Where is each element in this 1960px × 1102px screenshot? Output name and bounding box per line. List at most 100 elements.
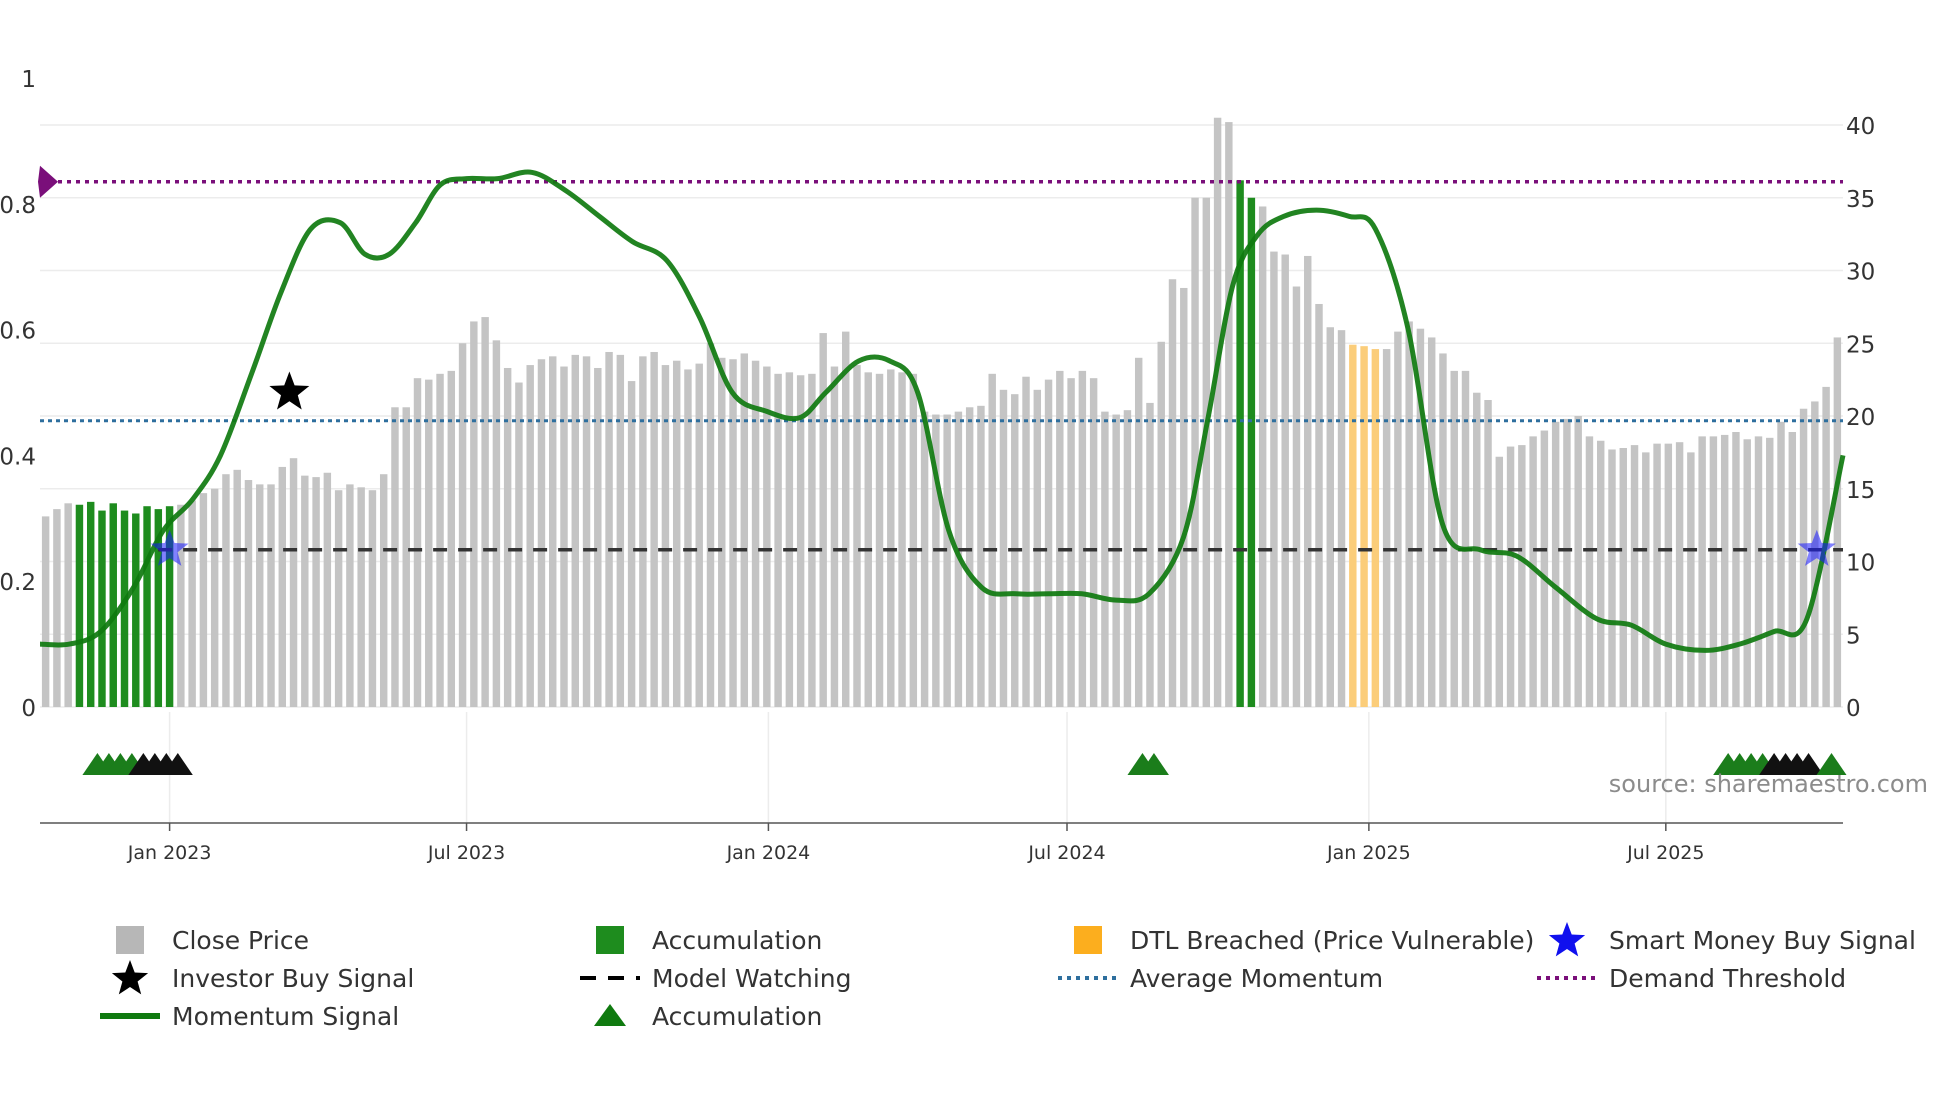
price-bar xyxy=(1675,442,1684,707)
price-bar xyxy=(1134,357,1143,707)
accumulation-bar xyxy=(1236,180,1244,708)
accumulation-bar xyxy=(1247,197,1256,707)
price-bar xyxy=(1146,402,1154,707)
reference-lines xyxy=(38,165,1843,552)
source-label: source: sharemaestro.com xyxy=(1609,770,1928,798)
price-bar xyxy=(1101,411,1109,707)
x-axis-tick-label: Jul 2025 xyxy=(1626,842,1704,864)
signal-markers xyxy=(82,371,1847,775)
legend-item: Smart Money Buy Signal xyxy=(1548,922,1916,957)
price-bar xyxy=(188,500,196,707)
price-bar xyxy=(920,411,929,707)
price-bar xyxy=(1743,439,1751,707)
price-bar xyxy=(1337,330,1346,707)
legend-item: Accumulation xyxy=(596,926,822,955)
legend: Close Price Accumulation DTL Breached (Pri… xyxy=(100,922,1916,1031)
price-bar xyxy=(256,484,264,707)
price-bar xyxy=(1687,452,1695,708)
legend-item: Close Price xyxy=(116,926,309,955)
price-bar xyxy=(819,333,827,707)
price-bar xyxy=(627,381,636,707)
accumulation-bar xyxy=(75,504,84,707)
price-bar xyxy=(842,331,850,707)
left-axis-tick-label: 0 xyxy=(21,696,36,722)
price-bar xyxy=(323,472,332,707)
legend-item: Accumulation xyxy=(594,1002,822,1031)
price-bar xyxy=(1270,251,1278,707)
dtl-breached-bar xyxy=(1349,344,1357,707)
price-bar xyxy=(965,407,974,707)
price-bar xyxy=(458,343,467,707)
price-bar xyxy=(1157,341,1165,707)
price-bar xyxy=(718,357,726,707)
left-axis-tick-label: 1 xyxy=(21,67,36,93)
legend-item: Demand Threshold xyxy=(1537,964,1846,993)
price-bar xyxy=(1078,370,1087,707)
investor-buy-signal-star xyxy=(269,371,310,410)
accumulation-bar xyxy=(120,510,129,707)
price-bar xyxy=(1529,436,1537,707)
legend-star-icon xyxy=(1548,922,1586,957)
legend-swatch xyxy=(596,926,624,954)
price-bar xyxy=(53,509,61,707)
price-bar xyxy=(616,354,625,707)
legend-label: Average Momentum xyxy=(1130,964,1383,993)
dtl-breached-bar xyxy=(1371,349,1380,707)
price-bar xyxy=(864,372,872,707)
legend-swatch xyxy=(116,926,144,954)
legend-triangle-icon xyxy=(594,1004,626,1026)
price-bar xyxy=(796,375,805,707)
price-bar xyxy=(977,405,985,707)
price-bar xyxy=(932,414,940,707)
price-bar xyxy=(1258,206,1267,708)
legend-label: Model Watching xyxy=(652,964,852,993)
price-bar xyxy=(706,343,715,707)
price-bar xyxy=(1585,436,1594,707)
price-bar xyxy=(278,466,286,707)
x-axis-tick-label: Jul 2023 xyxy=(427,842,505,864)
price-bar xyxy=(1540,430,1549,707)
price-bar xyxy=(988,373,996,707)
smart-money-buy-signal-star xyxy=(1797,529,1836,566)
right-axis-tick-label: 10 xyxy=(1846,551,1875,577)
price-bar xyxy=(999,389,1008,707)
price-bar xyxy=(233,469,241,707)
price-bar xyxy=(1180,287,1188,707)
accumulation-bar xyxy=(132,513,140,707)
price-bar xyxy=(887,369,895,707)
price-bar xyxy=(526,365,534,707)
price-bar xyxy=(1642,452,1650,708)
price-bar xyxy=(334,490,343,707)
accumulation-triangle xyxy=(1793,753,1824,775)
price-bar xyxy=(1056,370,1064,707)
accumulation-bar xyxy=(98,510,106,707)
accumulation-triangle xyxy=(1138,753,1169,775)
price-bar xyxy=(492,340,501,707)
price-bar xyxy=(368,490,377,707)
price-bar xyxy=(1506,446,1515,707)
price-bar xyxy=(943,414,951,707)
price-bar xyxy=(1833,337,1842,707)
price-bar xyxy=(1168,279,1177,707)
price-bar xyxy=(729,359,737,707)
price-bar xyxy=(763,366,771,707)
price-bar xyxy=(549,356,557,707)
legend-label: Investor Buy Signal xyxy=(172,964,414,993)
legend-label: Demand Threshold xyxy=(1609,964,1846,993)
price-bar xyxy=(357,487,365,707)
price-bar xyxy=(1563,418,1571,707)
price-bar xyxy=(1202,197,1211,707)
price-bar xyxy=(1732,432,1740,707)
x-axis-tick-label: Jul 2024 xyxy=(1027,842,1105,864)
demand-threshold-marker xyxy=(38,165,58,198)
price-bar xyxy=(661,365,670,707)
price-bar xyxy=(436,373,444,707)
price-bar xyxy=(1754,436,1763,707)
dtl-breached-bar xyxy=(1360,346,1368,707)
price-bar xyxy=(1597,440,1605,707)
price-bar xyxy=(1022,376,1030,707)
price-bar xyxy=(244,480,253,707)
right-axis-tick-label: 0 xyxy=(1846,696,1861,722)
price-bar xyxy=(537,359,546,707)
